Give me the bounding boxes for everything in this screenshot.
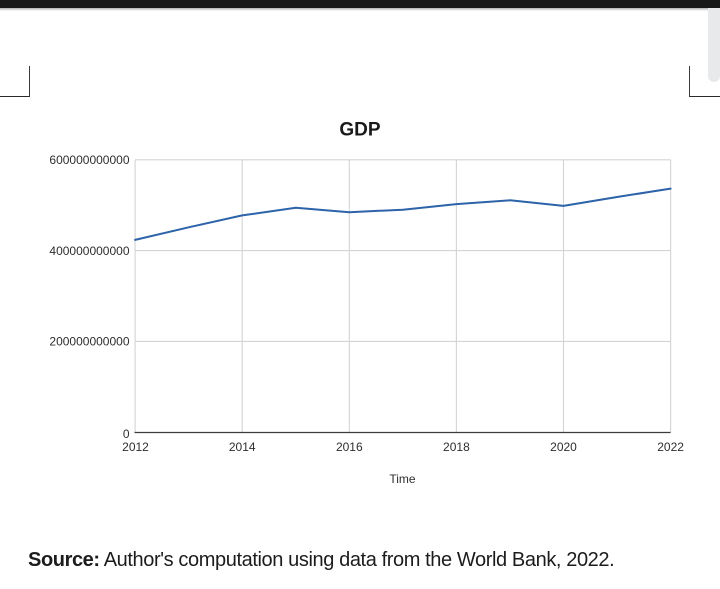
svg-text:600000000000: 600000000000 — [49, 153, 129, 167]
svg-text:Time: Time — [389, 472, 416, 486]
svg-text:GDP: GDP — [339, 119, 381, 140]
svg-text:2018: 2018 — [443, 440, 470, 454]
svg-text:0: 0 — [123, 427, 130, 441]
svg-text:2012: 2012 — [122, 440, 149, 454]
svg-text:400000000000: 400000000000 — [49, 244, 129, 258]
svg-text:2022: 2022 — [657, 440, 684, 454]
svg-text:200000000000: 200000000000 — [49, 335, 129, 349]
svg-text:2020: 2020 — [550, 440, 577, 454]
svg-text:2016: 2016 — [336, 440, 363, 454]
svg-text:2014: 2014 — [229, 440, 256, 454]
